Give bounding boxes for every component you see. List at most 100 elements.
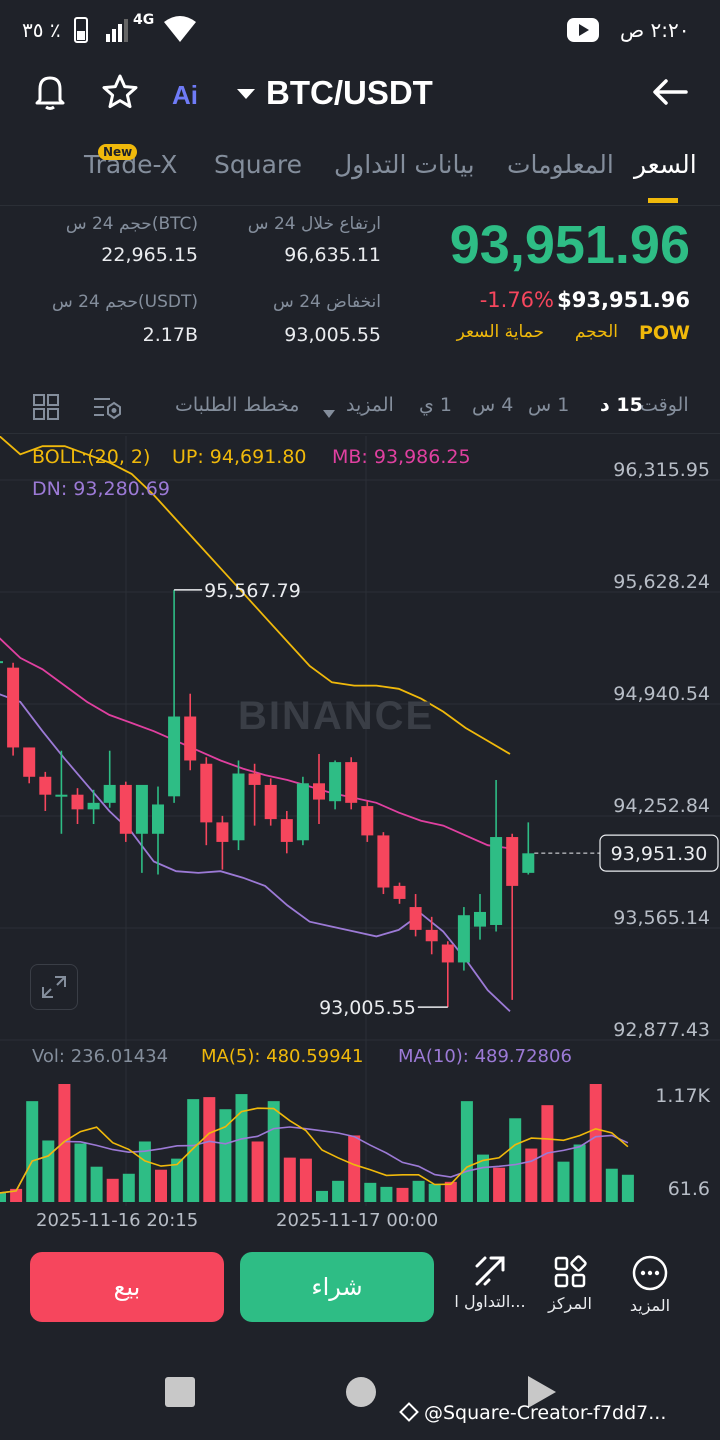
candle-body	[135, 784, 148, 834]
grid-icon	[554, 1255, 587, 1288]
candle-body	[474, 911, 486, 927]
candle-body	[280, 819, 293, 842]
bell-icon[interactable]	[30, 72, 70, 116]
interval-1d[interactable]: 1 ي	[419, 394, 453, 416]
candle-body	[506, 837, 519, 886]
settings-icon[interactable]	[92, 393, 124, 426]
candle-body	[425, 929, 438, 942]
diamond-logo-icon	[399, 1402, 419, 1422]
nav-position[interactable]: المركز	[532, 1254, 608, 1313]
boll-mb-label: MB: 93,986.25	[332, 446, 471, 468]
nav-more-label: المزيد	[629, 1296, 671, 1315]
candle-body	[87, 802, 100, 810]
volume-bar	[90, 1166, 103, 1202]
tag-volume[interactable]: الحجم	[574, 322, 618, 342]
back-triangle-icon[interactable]	[526, 1374, 558, 1414]
volume-bar	[42, 1140, 55, 1202]
chevron-down-icon[interactable]	[236, 86, 256, 105]
clock: ٢:٢٠ ص	[620, 18, 690, 42]
more-icon	[632, 1255, 668, 1291]
tab-info[interactable]: المعلومات	[507, 150, 614, 179]
nav-trade[interactable]: التداول ا...	[450, 1254, 530, 1311]
y-tick-label: 96,315.95	[613, 459, 710, 481]
volume-bar	[460, 1101, 473, 1202]
volume-bar	[605, 1168, 618, 1202]
candle-body	[490, 837, 503, 925]
candle-body	[152, 804, 164, 834]
candle-body	[393, 885, 406, 899]
x-tick-1: 2025-11-16 20:15	[36, 1210, 199, 1231]
layout-grid-icon[interactable]	[32, 393, 60, 426]
interval-4h[interactable]: 4 س	[472, 394, 514, 416]
home-icon[interactable]	[346, 1377, 376, 1407]
candle-body	[103, 784, 116, 803]
volume-label: Vol: 236.01434	[32, 1046, 169, 1067]
battery-text: ٣٥ ٪	[22, 18, 61, 42]
pair-title[interactable]: BTC/USDT	[266, 74, 433, 111]
tab-trading-data[interactable]: بيانات التداول	[334, 150, 475, 179]
boll-upper-line	[0, 435, 511, 755]
candle-body	[248, 773, 261, 785]
time-label: الوقت	[640, 394, 689, 416]
boll-lower-line	[0, 693, 511, 1012]
recents-icon[interactable]	[165, 1377, 195, 1407]
volume-ma10-line	[0, 1126, 629, 1194]
price-chart[interactable]: 96,315.95 95,628.24 94,940.54 94,252.84 93,5…	[0, 435, 720, 1246]
nav-more[interactable]: المزيد	[614, 1254, 686, 1315]
caret-down-icon[interactable]	[322, 402, 336, 424]
orderbook-chart-tab[interactable]: مخطط الطلبات	[175, 394, 300, 416]
volume-bar	[477, 1154, 489, 1202]
new-badge: New	[98, 144, 138, 160]
star-icon[interactable]	[101, 73, 139, 115]
interval-bar: مخطط الطلبات المزيد 1 ي 4 س 1 س 15 د الو…	[0, 384, 720, 434]
volume-bar	[444, 1181, 457, 1202]
volume-bar	[58, 1084, 71, 1202]
candle-body	[184, 716, 197, 761]
candle-body	[296, 783, 309, 841]
current-price-tag: 93,951.30	[611, 843, 708, 865]
candlestick-chart-svg[interactable]: 96,315.95 95,628.24 94,940.54 94,252.84 93,5…	[0, 435, 720, 1246]
volume-bar	[573, 1144, 586, 1202]
candle-body	[232, 773, 245, 841]
system-nav-bar: @Square-Creator-f7dd7...	[0, 1350, 720, 1440]
volume-bar	[332, 1180, 345, 1202]
volume-bar	[364, 1182, 377, 1202]
ai-icon[interactable]: Ai	[172, 80, 198, 110]
tab-square[interactable]: Square	[214, 150, 303, 179]
interval-15m[interactable]: 15 د	[600, 394, 643, 416]
y-tick-label: 92,877.43	[613, 1019, 710, 1041]
status-bar: ٣٥ ٪ 4G ٢:٢٠ ص	[0, 0, 720, 62]
tab-price[interactable]: السعر	[634, 150, 697, 179]
tag-pow[interactable]: POW	[638, 322, 690, 344]
back-arrow-icon[interactable]	[650, 76, 690, 112]
y-tick-label: 94,252.84	[613, 795, 710, 817]
volume-bar	[493, 1167, 506, 1202]
vol-btc-value: 22,965.15	[101, 244, 198, 266]
volume-bar	[428, 1183, 441, 1202]
vol-btc-label: حجم 24 س(BTC)	[65, 214, 198, 234]
volume-bar	[155, 1169, 167, 1202]
vol-usdt-label: حجم 24 س(USDT)	[52, 292, 198, 312]
interval-1h[interactable]: 1 س	[528, 394, 570, 416]
volume-bar	[26, 1101, 39, 1202]
more-intervals[interactable]: المزيد	[346, 394, 394, 416]
fullscreen-button[interactable]	[30, 964, 78, 1010]
sell-button[interactable]: بيع	[30, 1252, 224, 1322]
volume-bar	[621, 1174, 634, 1202]
candle-body	[264, 784, 277, 820]
network-label: 4G	[133, 12, 155, 28]
candle-body	[361, 806, 374, 836]
candle-body	[329, 762, 342, 802]
volume-bar	[235, 1094, 248, 1202]
candle-body	[7, 667, 20, 748]
volume-ma5-line	[0, 1107, 629, 1194]
low-label: انخفاض 24 س	[273, 292, 381, 312]
buy-button[interactable]: شراء	[240, 1252, 434, 1322]
tag-price-protection[interactable]: حماية السعر	[456, 322, 544, 342]
volume-ma5-label: MA(5): 480.59941	[201, 1046, 364, 1067]
volume-bar	[106, 1178, 119, 1202]
candle-body	[345, 762, 358, 803]
high-marker-label: 95,567.79	[204, 580, 301, 602]
volume-ma10-label: MA(10): 489.72806	[398, 1046, 572, 1067]
boll-dn-label: DN: 93,280.69	[32, 478, 170, 500]
